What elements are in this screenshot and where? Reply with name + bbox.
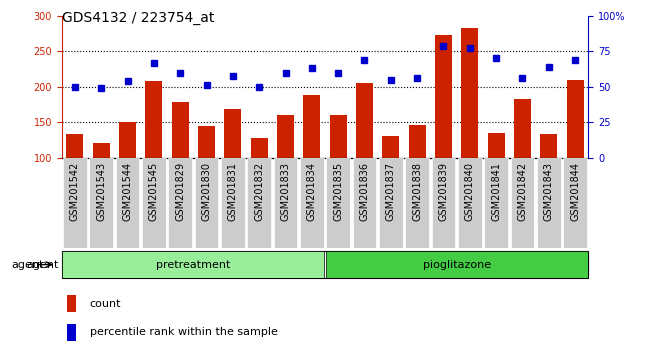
- FancyBboxPatch shape: [116, 158, 139, 248]
- Bar: [224, 109, 241, 158]
- FancyBboxPatch shape: [195, 158, 218, 248]
- FancyBboxPatch shape: [406, 158, 429, 248]
- Text: GSM201831: GSM201831: [228, 162, 238, 221]
- Bar: [540, 134, 557, 158]
- Bar: [462, 28, 478, 158]
- FancyBboxPatch shape: [458, 158, 482, 248]
- Text: GSM201834: GSM201834: [307, 162, 317, 221]
- Text: agent: agent: [26, 259, 58, 270]
- Bar: [567, 80, 584, 158]
- Text: GSM201836: GSM201836: [359, 162, 369, 221]
- Bar: [67, 295, 77, 312]
- Text: GSM201840: GSM201840: [465, 162, 474, 221]
- Text: count: count: [90, 298, 121, 309]
- Bar: [198, 126, 215, 158]
- Bar: [251, 138, 268, 158]
- Text: GSM201839: GSM201839: [439, 162, 448, 221]
- FancyBboxPatch shape: [326, 251, 588, 278]
- Text: GSM201842: GSM201842: [517, 162, 527, 221]
- Bar: [93, 143, 110, 158]
- FancyBboxPatch shape: [326, 158, 350, 248]
- FancyBboxPatch shape: [564, 158, 587, 248]
- FancyBboxPatch shape: [221, 158, 244, 248]
- Text: GSM201841: GSM201841: [491, 162, 501, 221]
- Text: GSM201832: GSM201832: [254, 162, 264, 221]
- FancyBboxPatch shape: [274, 158, 297, 248]
- Text: pioglitazone: pioglitazone: [422, 259, 491, 270]
- Bar: [67, 324, 77, 341]
- Bar: [356, 83, 373, 158]
- Bar: [488, 133, 504, 158]
- Text: GSM201833: GSM201833: [281, 162, 291, 221]
- Text: percentile rank within the sample: percentile rank within the sample: [90, 327, 278, 337]
- FancyBboxPatch shape: [537, 158, 560, 248]
- FancyBboxPatch shape: [168, 158, 192, 248]
- Text: GSM201838: GSM201838: [412, 162, 422, 221]
- Text: GSM201843: GSM201843: [544, 162, 554, 221]
- Bar: [277, 115, 294, 158]
- Bar: [435, 35, 452, 158]
- Text: GSM201544: GSM201544: [123, 162, 133, 221]
- Text: GSM201545: GSM201545: [149, 162, 159, 221]
- Bar: [409, 125, 426, 158]
- FancyBboxPatch shape: [432, 158, 455, 248]
- FancyBboxPatch shape: [142, 158, 166, 248]
- FancyBboxPatch shape: [90, 158, 113, 248]
- Bar: [514, 99, 531, 158]
- FancyBboxPatch shape: [63, 158, 86, 248]
- FancyBboxPatch shape: [300, 158, 324, 248]
- Text: GSM201542: GSM201542: [70, 162, 80, 221]
- FancyBboxPatch shape: [379, 158, 402, 248]
- Bar: [382, 136, 399, 158]
- Bar: [330, 115, 346, 158]
- Bar: [66, 134, 83, 158]
- Text: GSM201835: GSM201835: [333, 162, 343, 221]
- Bar: [146, 81, 162, 158]
- FancyBboxPatch shape: [62, 251, 324, 278]
- Bar: [119, 122, 136, 158]
- Text: pretreatment: pretreatment: [156, 259, 231, 270]
- Bar: [304, 95, 320, 158]
- Text: agent: agent: [12, 259, 44, 270]
- FancyBboxPatch shape: [484, 158, 508, 248]
- Text: GSM201830: GSM201830: [202, 162, 211, 221]
- FancyBboxPatch shape: [511, 158, 534, 248]
- FancyBboxPatch shape: [248, 158, 271, 248]
- FancyBboxPatch shape: [353, 158, 376, 248]
- Text: GDS4132 / 223754_at: GDS4132 / 223754_at: [62, 11, 214, 25]
- Bar: [172, 102, 188, 158]
- Text: GSM201829: GSM201829: [176, 162, 185, 221]
- Text: GSM201844: GSM201844: [570, 162, 580, 221]
- Text: GSM201543: GSM201543: [96, 162, 106, 221]
- Text: GSM201837: GSM201837: [386, 162, 396, 221]
